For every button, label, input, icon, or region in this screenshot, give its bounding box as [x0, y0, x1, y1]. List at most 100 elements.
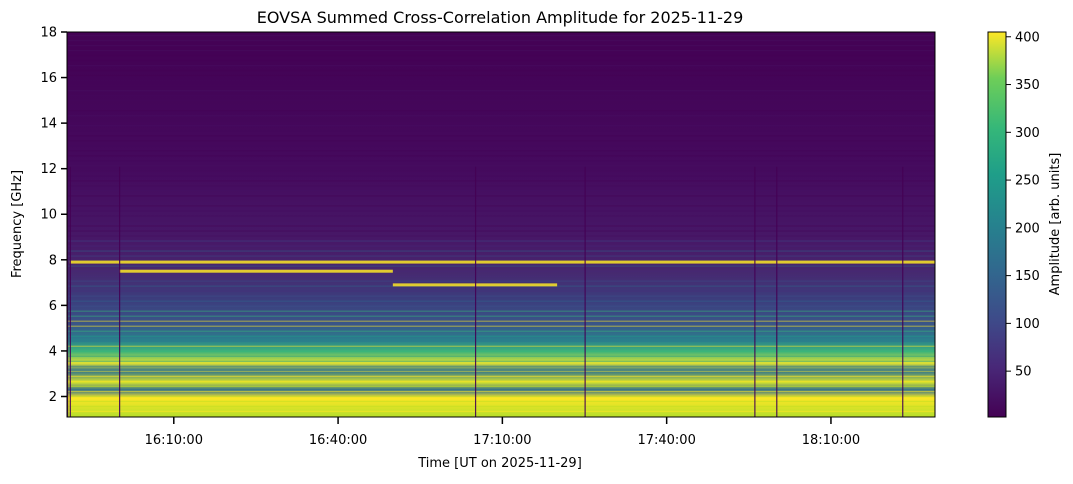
heatmap-band — [67, 165, 935, 167]
heatmap-band — [67, 240, 935, 242]
data-gap — [584, 166, 586, 417]
heatmap-band — [67, 140, 935, 142]
data-gap — [776, 166, 778, 417]
x-tick-label: 17:10:00 — [473, 433, 531, 448]
heatmap-band — [67, 120, 935, 122]
heatmap-band — [67, 255, 935, 257]
heatmap-band — [67, 290, 935, 292]
heatmap-band — [67, 69, 935, 72]
heatmap-band — [67, 170, 935, 172]
heatmap-band — [67, 110, 935, 112]
heatmap-band — [67, 280, 935, 282]
heatmap-band — [67, 160, 935, 162]
x-tick-label: 16:40:00 — [309, 433, 367, 448]
heatmap-band — [67, 210, 935, 212]
heatmap-vertical-gaps — [67, 32, 904, 417]
heatmap-band — [67, 54, 935, 57]
heatmap-band — [67, 400, 935, 403]
colorbar-tick-label: 200 — [1015, 221, 1040, 236]
plot-area — [67, 32, 935, 417]
heatmap-band — [67, 315, 935, 317]
heatmap-band — [67, 225, 935, 227]
x-axis-label: Time [UT on 2025-11-29] — [417, 456, 582, 471]
data-gap — [754, 166, 756, 417]
chart-title: EOVSA Summed Cross-Correlation Amplitude… — [257, 8, 744, 27]
heatmap-band — [67, 395, 935, 398]
y-tick-label: 14 — [40, 117, 57, 132]
x-tick-label: 17:40:00 — [637, 433, 695, 448]
heatmap-band — [67, 265, 935, 267]
y-tick-label: 10 — [40, 208, 57, 223]
heatmap-band — [67, 100, 935, 102]
data-gap — [119, 166, 121, 417]
heatmap-band — [67, 325, 935, 327]
heatmap-bands — [67, 34, 935, 417]
data-gap — [67, 32, 69, 417]
heatmap-band — [67, 300, 935, 302]
colorbar-tick-label: 300 — [1015, 126, 1040, 141]
heatmap-band — [67, 305, 935, 307]
heatmap-band — [67, 115, 935, 117]
heatmap-band — [67, 80, 935, 82]
heatmap-band — [67, 390, 935, 393]
y-tick-label: 6 — [49, 299, 57, 314]
colorbar-gradient — [987, 31, 1007, 418]
heatmap-band — [67, 295, 935, 297]
heatmap-band — [67, 220, 935, 222]
y-tick-label: 4 — [49, 344, 57, 359]
heatmap-band — [67, 34, 935, 37]
heatmap-band — [67, 185, 935, 187]
heatmap-band — [67, 90, 935, 92]
heatmap-band — [67, 195, 935, 197]
heatmap-band — [67, 215, 935, 217]
heatmap-band — [67, 350, 935, 352]
colorbar-tick-label: 250 — [1015, 174, 1040, 189]
data-gap — [902, 166, 904, 417]
colorbar-label: Amplitude [arb. units] — [1048, 153, 1063, 296]
heatmap-band — [67, 190, 935, 192]
heatmap-band — [67, 235, 935, 237]
data-gap — [474, 166, 477, 417]
heatmap-band — [67, 175, 935, 177]
heatmap-band — [67, 360, 935, 362]
heatmap-band — [67, 275, 935, 277]
heatmap-band — [67, 49, 935, 52]
y-tick-label: 12 — [40, 162, 57, 177]
y-tick-label: 2 — [49, 390, 57, 405]
heatmap-band — [67, 135, 935, 137]
heatmap-band — [67, 355, 935, 357]
heatmap-band — [67, 180, 935, 182]
heatmap-band — [67, 375, 935, 378]
heatmap-band — [67, 95, 935, 97]
heatmap-band — [67, 345, 935, 347]
heatmap-band — [67, 105, 935, 107]
heatmap-band — [67, 230, 935, 232]
colorbar-tick-label: 400 — [1015, 30, 1040, 45]
colorbar-tick-label: 150 — [1015, 269, 1040, 284]
heatmap-band — [67, 270, 935, 272]
heatmap-band — [67, 155, 935, 157]
heatmap-band — [67, 125, 935, 127]
plot-frame — [66, 31, 936, 418]
bright-feature — [69, 260, 935, 264]
heatmap-band — [67, 74, 935, 77]
heatmap-band — [67, 39, 935, 42]
heatmap-band — [67, 59, 935, 62]
bright-feature — [119, 269, 393, 273]
heatmap-band — [67, 205, 935, 207]
heatmap-band — [67, 365, 935, 367]
heatmap-band — [67, 150, 935, 152]
x-tick-label: 18:10:00 — [802, 433, 860, 448]
heatmap-band — [67, 370, 935, 372]
y-tick-label: 16 — [40, 71, 57, 86]
colorbar-ticks: 50 100 150 200 250 300 350 400 — [1006, 30, 1040, 380]
colorbar-tick-label: 50 — [1015, 365, 1032, 380]
heatmap-band — [67, 415, 935, 417]
y-axis: 2 4 6 8 10 12 14 16 18 — [40, 26, 67, 405]
heatmap-background — [67, 32, 935, 417]
colorbar-tick-label: 350 — [1015, 78, 1040, 93]
heatmap-band — [67, 410, 935, 413]
y-tick-label: 18 — [40, 26, 57, 41]
heatmap-band — [67, 380, 935, 383]
